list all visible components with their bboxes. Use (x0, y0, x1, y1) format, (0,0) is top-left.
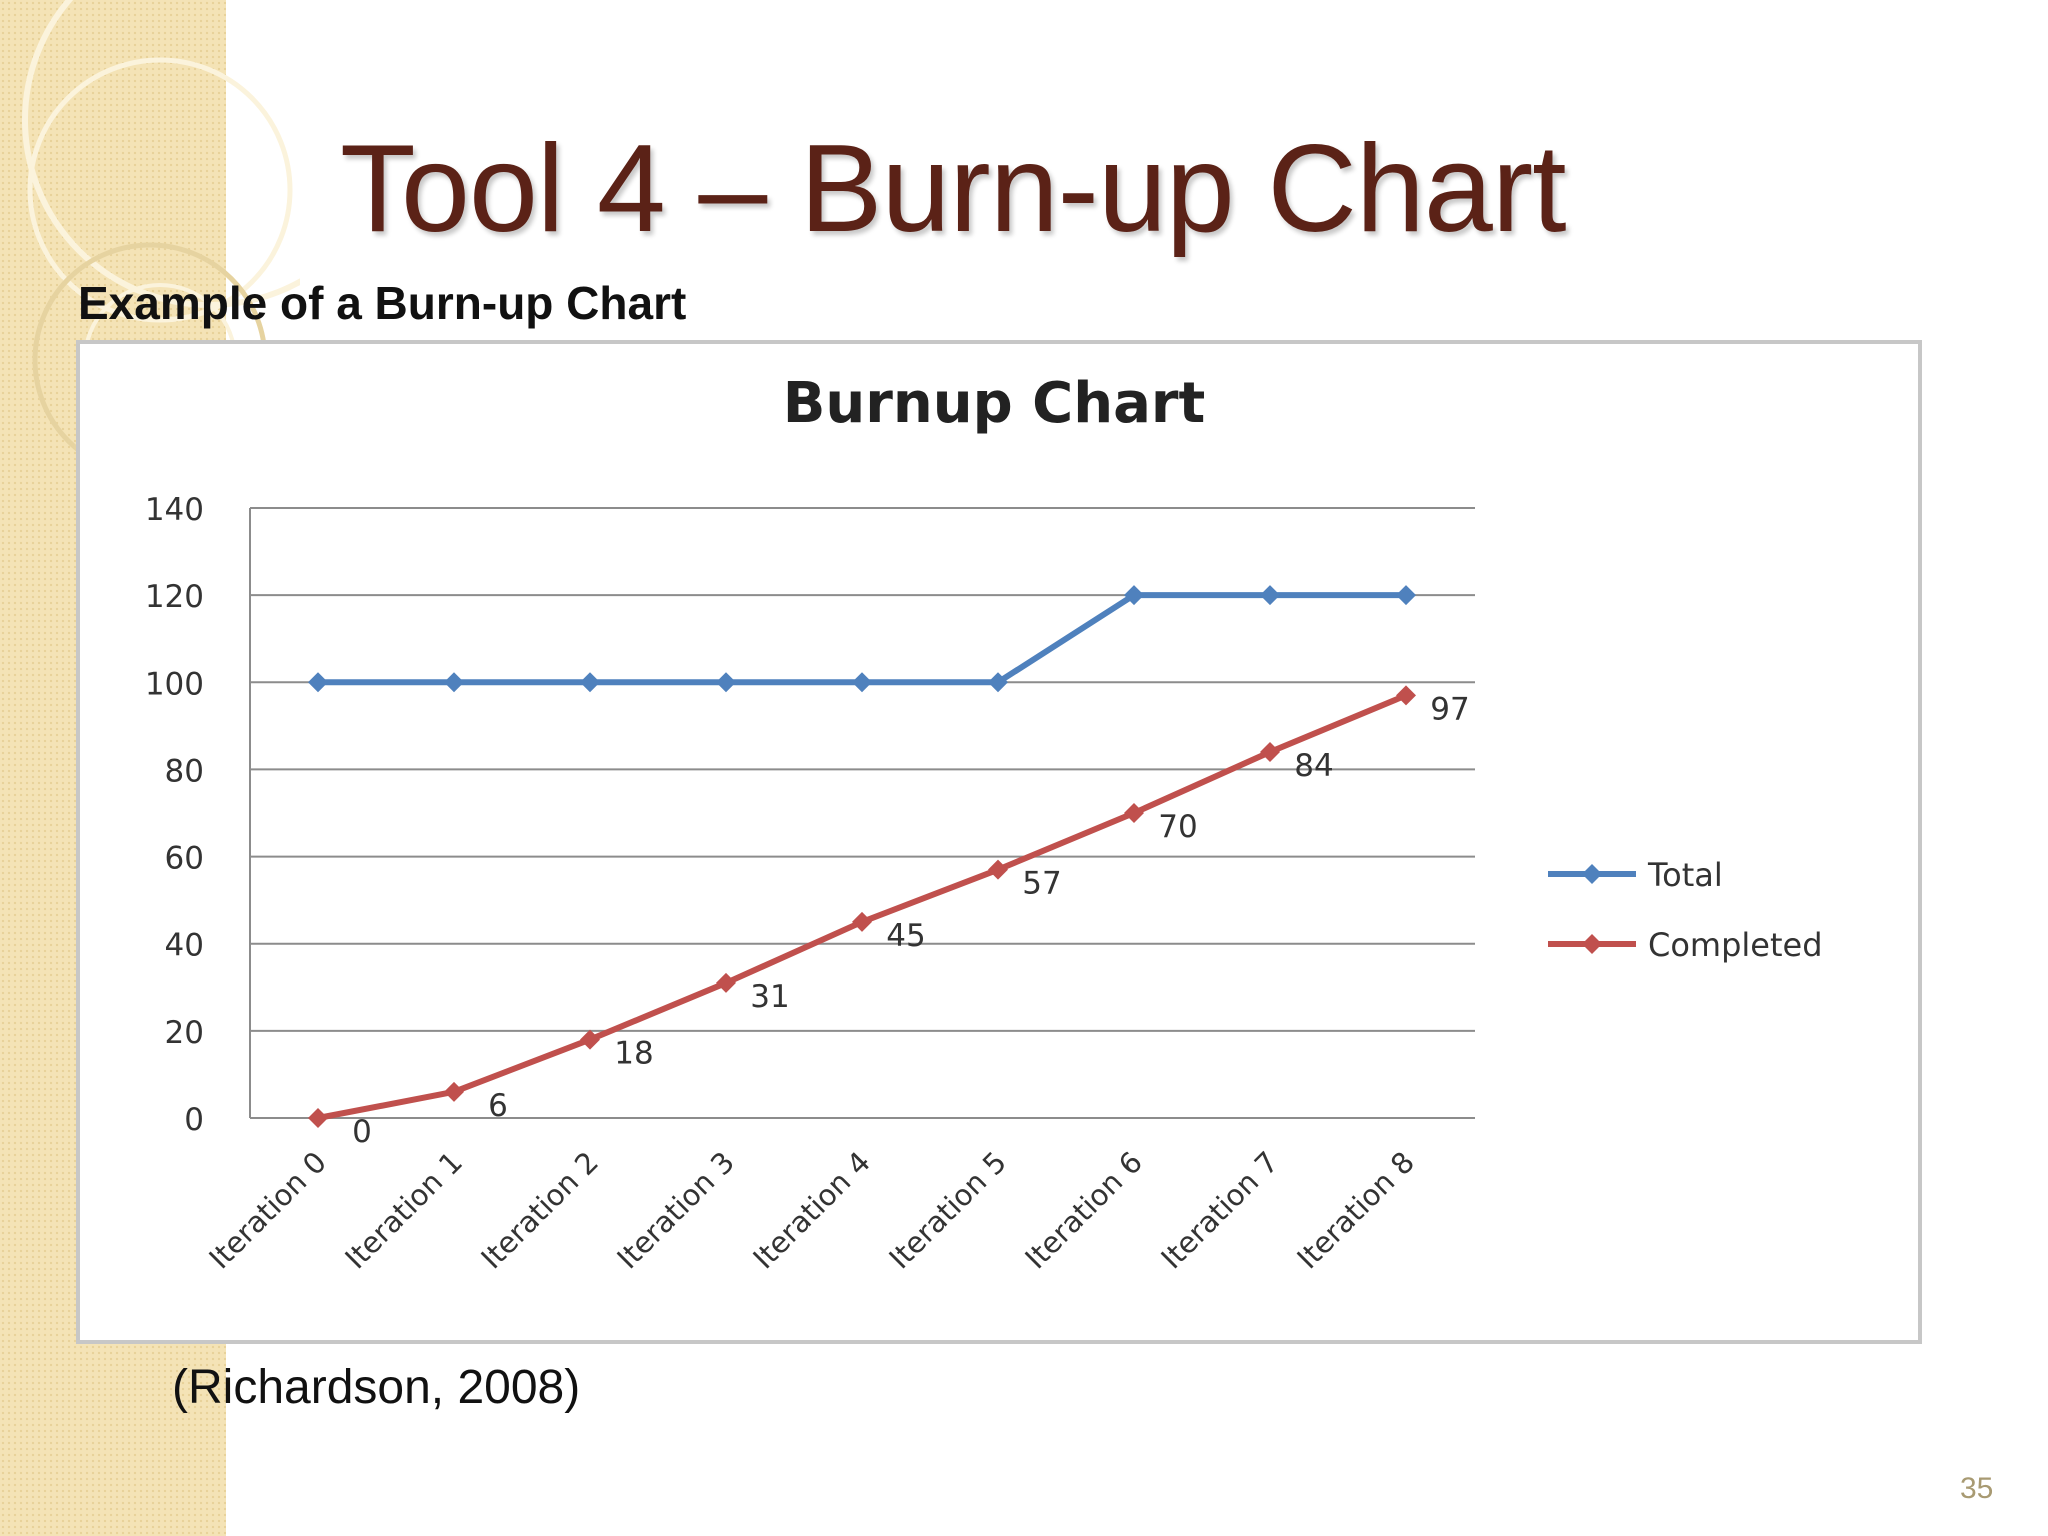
y-tick-label: 20 (165, 1015, 204, 1051)
series-line-total (318, 592, 1406, 686)
legend-marker (1582, 934, 1602, 954)
y-tick-label: 140 (145, 492, 204, 528)
data-label: 6 (488, 1088, 508, 1124)
legend-label: Completed (1648, 926, 1823, 964)
legend-label: Total (1647, 856, 1723, 894)
data-point-total (444, 672, 464, 693)
x-tick-label: Iteration 8 (1290, 1145, 1421, 1276)
data-point-total (852, 672, 872, 693)
x-tick-label: Iteration 6 (1018, 1145, 1149, 1276)
data-label: 97 (1430, 691, 1469, 727)
x-tick-label: Iteration 4 (746, 1145, 877, 1276)
data-label: 70 (1158, 809, 1197, 845)
gridlines (250, 507, 1475, 1119)
x-tick-label: Iteration 1 (338, 1145, 469, 1276)
data-point-total (716, 672, 736, 693)
data-point-total (988, 672, 1008, 693)
data-point-total (1396, 585, 1416, 606)
data-point-completed (852, 911, 872, 932)
data-label: 31 (750, 979, 789, 1015)
data-point-completed (1124, 803, 1144, 823)
x-tick-label: Iteration 5 (882, 1145, 1013, 1276)
x-tick-label: Iteration 7 (1154, 1145, 1285, 1276)
series-lines (308, 585, 1416, 1128)
x-tick-label: Iteration 0 (202, 1145, 333, 1276)
data-point-total (580, 672, 600, 693)
burnup-chart: Burnup Chart 020406080100120140Iteration… (145, 371, 1823, 1276)
data-label: 57 (1022, 866, 1061, 902)
data-label: 0 (352, 1114, 372, 1150)
slide-title: Tool 4 – Burn-up Chart (340, 120, 1567, 258)
y-tick-label: 0 (184, 1102, 204, 1138)
page-number: 35 (1960, 1472, 1994, 1505)
y-tick-label: 40 (165, 928, 204, 964)
data-point-completed (716, 972, 736, 993)
chart-caption: Example of a Burn-up Chart (78, 277, 687, 329)
data-point-completed (580, 1029, 600, 1050)
data-point-total (308, 672, 328, 693)
data-point-total (1124, 585, 1144, 606)
y-tick-label: 80 (165, 753, 204, 789)
data-point-total (1260, 585, 1280, 606)
citation: (Richardson, 2008) (172, 1361, 581, 1414)
data-label: 18 (614, 1036, 653, 1072)
legend: Total Completed (1548, 856, 1823, 964)
series-line-completed (317, 692, 1408, 1121)
y-tick-label: 120 (145, 579, 204, 615)
y-tick-label: 60 (165, 841, 204, 877)
data-point-completed (444, 1081, 464, 1102)
data-point-completed (1260, 742, 1280, 762)
data-label: 45 (886, 918, 925, 954)
data-label: 84 (1294, 748, 1333, 784)
legend-marker (1582, 864, 1602, 884)
chart-title: Burnup Chart (783, 371, 1206, 436)
chart-frame: Burnup Chart 0 20 40 60 80 100 120 140 Iteration… (76, 340, 1922, 1344)
data-labels: 0 6 18 31 45 57 70 84 97 (352, 691, 1470, 1150)
x-tick-label: Iteration 3 (610, 1145, 741, 1276)
data-point-completed (1396, 685, 1416, 706)
y-tick-label: 100 (145, 666, 204, 702)
x-tick-label: Iteration 2 (474, 1145, 605, 1276)
data-point-completed (988, 859, 1008, 880)
data-point-completed (308, 1108, 328, 1128)
